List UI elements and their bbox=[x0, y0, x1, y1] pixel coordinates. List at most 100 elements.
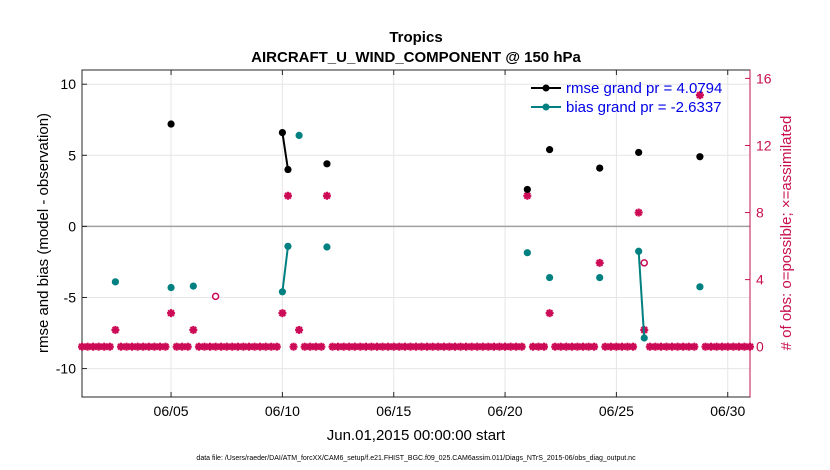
bias-point bbox=[111, 278, 119, 286]
x-tick-label: 06/15 bbox=[376, 403, 411, 419]
rmse-point bbox=[523, 185, 531, 194]
obs-assimilated-zero-marker bbox=[217, 342, 226, 351]
obs-assimilated-zero-marker bbox=[679, 342, 688, 351]
y-tick-label: -10 bbox=[56, 361, 76, 377]
y-tick-label: 5 bbox=[68, 147, 76, 163]
obs-assimilated-zero-marker bbox=[356, 342, 365, 351]
obs-assimilated-zero-marker bbox=[239, 342, 248, 351]
obs-assimilated-zero-marker bbox=[361, 342, 370, 351]
y-tick-label: -5 bbox=[64, 289, 77, 305]
obs-assimilated-zero-marker bbox=[183, 342, 192, 351]
x-axis: 06/05 06/10 06/15 06/20 06/25 06/30 bbox=[154, 70, 745, 419]
obs-assimilated-zero-marker bbox=[428, 342, 437, 351]
data-marks bbox=[78, 91, 754, 351]
obs-assimilated-zero-marker bbox=[740, 342, 749, 351]
obs-assimilated-zero-marker bbox=[334, 342, 343, 351]
obs-assimilated-zero-marker bbox=[590, 342, 599, 351]
rmse-point bbox=[323, 160, 331, 168]
obs-assimilated-zero-marker bbox=[579, 342, 587, 351]
y-tick-label-right: 8 bbox=[756, 205, 764, 221]
obs-assimilated-zero-marker bbox=[250, 342, 259, 351]
rmse-line-segment bbox=[281, 132, 289, 170]
rmse-point bbox=[696, 153, 704, 161]
bias-point bbox=[523, 249, 531, 257]
bias-point bbox=[640, 334, 648, 342]
x-tick-label: 06/05 bbox=[154, 403, 189, 419]
bias-point bbox=[167, 283, 175, 292]
y-tick-label: 10 bbox=[60, 76, 76, 92]
y-axis-label-right: # of obs: o=possible; ×=assimilated bbox=[778, 116, 795, 351]
legend-rmse-label: rmse grand pr = 4.0794 bbox=[566, 80, 722, 97]
obs-assimilated-zero-marker bbox=[317, 342, 326, 351]
obs-assimilated-marker bbox=[322, 191, 331, 200]
obs-assimilated-zero-marker bbox=[734, 342, 743, 351]
bias-point bbox=[284, 242, 292, 250]
obs-assimilated-zero-marker bbox=[673, 342, 682, 351]
legend-rmse-marker bbox=[542, 84, 550, 92]
obs-assimilated-zero-marker bbox=[484, 342, 493, 351]
obs-assimilated-marker bbox=[189, 325, 198, 334]
bias-point bbox=[295, 131, 303, 139]
obs-assimilated-zero-marker bbox=[261, 342, 270, 351]
obs-assimilated-marker bbox=[295, 325, 304, 334]
chart-subtitle: AIRCRAFT_U_WIND_COMPONENT @ 150 hPa bbox=[251, 49, 581, 66]
obs-assimilated-zero-marker bbox=[306, 342, 315, 351]
obs-assimilated-marker bbox=[523, 191, 532, 200]
obs-possible-marker bbox=[211, 292, 220, 301]
obs-assimilated-zero-marker bbox=[723, 342, 732, 351]
obs-possible-marker bbox=[640, 259, 648, 267]
x-tick-label: 06/30 bbox=[710, 403, 745, 419]
obs-assimilated-zero-marker bbox=[517, 342, 526, 351]
obs-assimilated-zero-marker bbox=[161, 342, 170, 351]
obs-assimilated-zero-marker bbox=[439, 342, 448, 351]
obs-assimilated-zero-marker bbox=[211, 342, 220, 351]
bias-point bbox=[635, 247, 643, 255]
obs-assimilated-zero-marker bbox=[300, 342, 309, 351]
obs-assimilated-zero-marker bbox=[690, 342, 699, 351]
obs-assimilated-marker bbox=[278, 309, 287, 318]
obs-assimilated-zero-marker bbox=[668, 342, 677, 351]
obs-assimilated-zero-marker bbox=[233, 342, 242, 351]
y-tick-label: 0 bbox=[68, 218, 76, 234]
rmse-point bbox=[278, 128, 286, 137]
y-axis-label: rmse and bias (model - observation) bbox=[35, 113, 52, 353]
obs-assimilated-zero-marker bbox=[133, 342, 142, 351]
legend-bias-label: bias grand pr = -2.6337 bbox=[566, 99, 722, 116]
obs-assimilated-zero-marker bbox=[506, 342, 515, 351]
obs-assimilated-zero-marker bbox=[551, 342, 560, 351]
obs-assimilated-zero-marker bbox=[83, 342, 92, 351]
bias-line-segment bbox=[281, 246, 289, 292]
obs-assimilated-zero-marker bbox=[384, 342, 393, 351]
bias-point bbox=[696, 283, 704, 291]
obs-assimilated-zero-marker bbox=[629, 342, 638, 351]
obs-assimilated-zero-marker bbox=[501, 342, 510, 351]
obs-assimilated-zero-marker bbox=[367, 342, 376, 351]
obs-assimilated-zero-marker bbox=[729, 342, 738, 351]
obs-assimilated-marker bbox=[111, 325, 120, 334]
obs-assimilated-zero-marker bbox=[150, 342, 159, 351]
obs-assimilated-marker bbox=[634, 208, 643, 217]
obs-assimilated-zero-marker bbox=[105, 342, 114, 351]
obs-assimilated-zero-marker bbox=[228, 342, 237, 351]
obs-assimilated-zero-marker bbox=[116, 342, 125, 351]
y-tick-label-right: 12 bbox=[756, 137, 772, 153]
bias-point bbox=[546, 273, 554, 282]
obs-assimilated-zero-marker bbox=[662, 342, 671, 351]
data-file-footer: data file: /Users/raeder/DAI/ATM_forcXX/… bbox=[196, 455, 636, 462]
obs-assimilated-marker bbox=[167, 309, 176, 318]
rmse-point bbox=[546, 146, 554, 154]
obs-assimilated-zero-marker bbox=[606, 342, 615, 351]
y-tick-label-right: 4 bbox=[756, 272, 764, 288]
obs-assimilated-zero-marker bbox=[122, 342, 131, 351]
obs-assimilated-zero-marker bbox=[456, 342, 465, 351]
chart-title: Tropics bbox=[389, 29, 442, 46]
obs-assimilated-zero-marker bbox=[645, 342, 654, 351]
obs-assimilated-zero-marker bbox=[462, 342, 471, 351]
y-axis-left: 10 5 0 -5 -10 bbox=[56, 76, 87, 377]
bias-point bbox=[278, 288, 286, 296]
x-axis-label: Jun.01,2015 00:00:00 start bbox=[327, 427, 506, 444]
obs-assimilated-zero-marker bbox=[656, 342, 665, 351]
obs-assimilated-zero-marker bbox=[389, 342, 398, 351]
obs-assimilated-zero-marker bbox=[601, 342, 610, 351]
